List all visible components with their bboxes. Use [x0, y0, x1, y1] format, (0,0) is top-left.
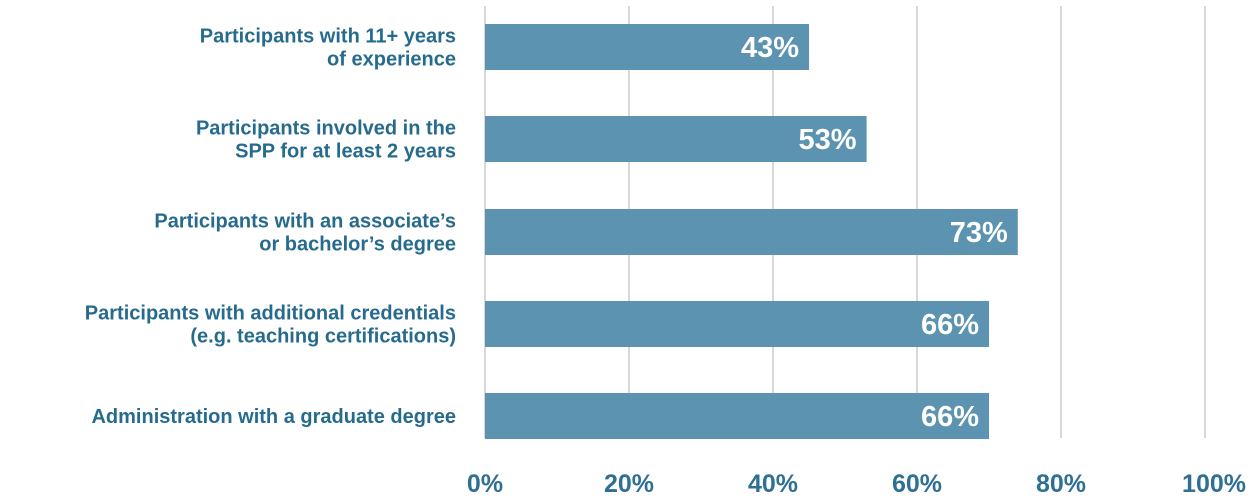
category-label-2-line-2: SPP for at least 2 years [235, 141, 456, 163]
category-label-1-line-2: of experience [327, 49, 456, 71]
bar-5 [485, 393, 989, 439]
category-label-2: Participants involved in the SPP for at l… [196, 118, 456, 163]
category-label-1: Participants with 11+ years of experience [200, 26, 456, 71]
x-tick-label-80: 80% [1036, 470, 1086, 498]
category-label-2-line-1: Participants involved in the [196, 118, 456, 140]
category-labels: Participants with 11+ years of experience… [85, 26, 456, 429]
bar-2 [485, 116, 867, 162]
category-label-5: Administration with a graduate degree [91, 406, 456, 428]
category-label-3-line-2: or bachelor’s degree [259, 234, 456, 256]
data-label-2: 53% [799, 124, 857, 156]
x-tick-label-20: 20% [604, 470, 654, 498]
bar-4 [485, 301, 989, 347]
bar-1 [485, 24, 809, 70]
data-label-1: 43% [741, 32, 799, 64]
x-tick-label-0: 0% [467, 470, 503, 498]
category-label-4-line-2: (e.g. teaching certifications) [190, 326, 456, 348]
data-label-4: 66% [921, 309, 979, 341]
x-tick-label-40: 40% [748, 470, 798, 498]
data-label-3: 73% [950, 217, 1008, 249]
category-label-4-line-1: Participants with additional credentials [85, 303, 456, 325]
category-label-4: Participants with additional credentials… [85, 303, 456, 348]
x-axis-tick-labels: 0% 20% 40% 60% 80% 100% [467, 470, 1246, 498]
bar-3 [485, 209, 1018, 255]
category-label-1-line-1: Participants with 11+ years [200, 26, 456, 48]
x-tick-label-60: 60% [892, 470, 942, 498]
category-label-5-line-1: Administration with a graduate degree [91, 406, 456, 428]
data-label-5: 66% [921, 401, 979, 433]
category-label-3-line-1: Participants with an associate’s [154, 211, 456, 233]
bars: 43% 53% 73% 66% 66% [485, 24, 1018, 439]
category-label-3: Participants with an associate’s or bache… [154, 211, 456, 256]
x-tick-label-100: 100% [1182, 470, 1246, 498]
